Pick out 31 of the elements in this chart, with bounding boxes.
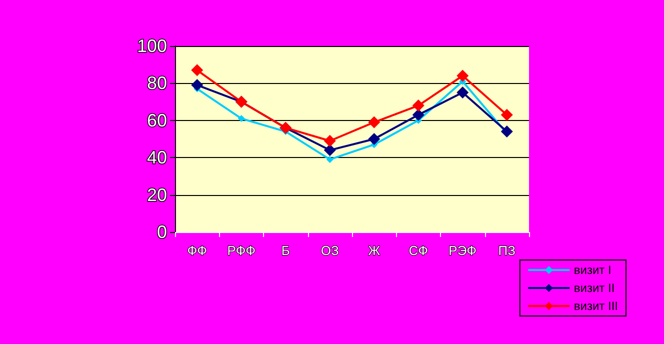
y-tick-label: 20 <box>146 184 167 205</box>
y-tick-label: 60 <box>146 110 167 130</box>
point <box>412 100 424 112</box>
point <box>324 144 336 156</box>
point <box>500 126 513 138</box>
y-tick-label: 40 <box>146 148 167 168</box>
point <box>238 115 245 122</box>
point <box>500 108 513 121</box>
point <box>412 108 424 121</box>
point <box>456 70 469 82</box>
point <box>326 156 334 163</box>
point <box>368 133 380 145</box>
y-tick-label: 0 <box>156 222 167 242</box>
x-tick-label: СФ <box>408 243 428 258</box>
x-tick-label: Б <box>281 243 290 258</box>
legend-label: визит II <box>574 281 615 295</box>
x-tick-label: РЭФ <box>448 243 477 258</box>
legend-label: визит III <box>574 299 618 313</box>
y-tick-label: 100 <box>136 36 167 56</box>
point <box>191 64 204 76</box>
point <box>191 79 204 92</box>
legend-label: визит I <box>574 263 612 277</box>
point <box>324 134 336 147</box>
x-tick-label: ПЗ <box>498 243 516 258</box>
y-tick-label: 80 <box>146 73 167 94</box>
point <box>456 86 469 98</box>
x-tick-label: ФФ <box>187 243 208 258</box>
x-tick-label: ОЗ <box>320 243 339 258</box>
point <box>368 116 380 128</box>
x-tick-label: РФФ <box>227 243 256 258</box>
x-tick-label: Ж <box>368 243 380 258</box>
